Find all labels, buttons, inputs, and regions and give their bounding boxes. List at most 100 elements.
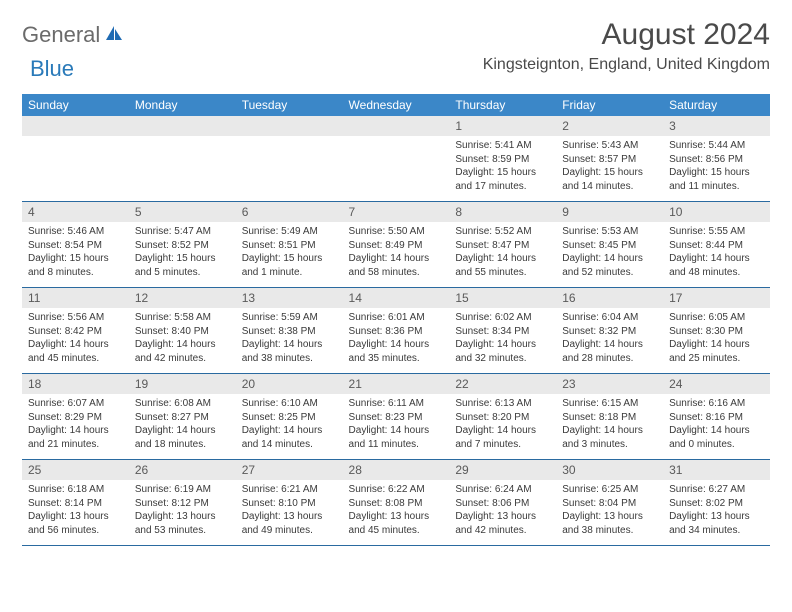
detail-line: and 53 minutes. xyxy=(135,524,230,538)
detail-line: Daylight: 14 hours xyxy=(562,424,657,438)
detail-line: Sunset: 8:47 PM xyxy=(455,239,550,253)
detail-line: Daylight: 13 hours xyxy=(135,510,230,524)
day-cell xyxy=(22,116,129,202)
detail-line: Sunset: 8:38 PM xyxy=(242,325,337,339)
detail-line: and 0 minutes. xyxy=(669,438,764,452)
detail-line: Sunrise: 5:41 AM xyxy=(455,139,550,153)
day-number: 1 xyxy=(449,116,556,136)
month-title: August 2024 xyxy=(483,18,770,52)
detail-line: Sunset: 8:30 PM xyxy=(669,325,764,339)
detail-line: Sunset: 8:44 PM xyxy=(669,239,764,253)
day-details: Sunrise: 6:10 AMSunset: 8:25 PMDaylight:… xyxy=(236,394,343,459)
day-cell: 25Sunrise: 6:18 AMSunset: 8:14 PMDayligh… xyxy=(22,460,129,546)
day-number: 31 xyxy=(663,460,770,480)
day-details: Sunrise: 6:04 AMSunset: 8:32 PMDaylight:… xyxy=(556,308,663,373)
week-row: 25Sunrise: 6:18 AMSunset: 8:14 PMDayligh… xyxy=(22,460,770,546)
detail-line: Sunset: 8:04 PM xyxy=(562,497,657,511)
day-details: Sunrise: 6:07 AMSunset: 8:29 PMDaylight:… xyxy=(22,394,129,459)
day-cell: 15Sunrise: 6:02 AMSunset: 8:34 PMDayligh… xyxy=(449,288,556,374)
logo-sail-icon xyxy=(104,24,124,47)
day-cell: 20Sunrise: 6:10 AMSunset: 8:25 PMDayligh… xyxy=(236,374,343,460)
detail-line: and 56 minutes. xyxy=(28,524,123,538)
day-cell: 9Sunrise: 5:53 AMSunset: 8:45 PMDaylight… xyxy=(556,202,663,288)
detail-line: Daylight: 15 hours xyxy=(28,252,123,266)
day-cell: 26Sunrise: 6:19 AMSunset: 8:12 PMDayligh… xyxy=(129,460,236,546)
detail-line: Sunset: 8:20 PM xyxy=(455,411,550,425)
week-row: 1Sunrise: 5:41 AMSunset: 8:59 PMDaylight… xyxy=(22,116,770,202)
day-details: Sunrise: 6:19 AMSunset: 8:12 PMDaylight:… xyxy=(129,480,236,545)
detail-line: Sunset: 8:18 PM xyxy=(562,411,657,425)
day-cell: 14Sunrise: 6:01 AMSunset: 8:36 PMDayligh… xyxy=(343,288,450,374)
day-header: Sunday xyxy=(22,94,129,116)
detail-line: Sunset: 8:27 PM xyxy=(135,411,230,425)
detail-line: Daylight: 15 hours xyxy=(242,252,337,266)
detail-line: Sunrise: 6:11 AM xyxy=(349,397,444,411)
detail-line: and 49 minutes. xyxy=(242,524,337,538)
detail-line: and 8 minutes. xyxy=(28,266,123,280)
detail-line: Daylight: 14 hours xyxy=(28,424,123,438)
detail-line: and 17 minutes. xyxy=(455,180,550,194)
detail-line: and 45 minutes. xyxy=(349,524,444,538)
calendar-table: SundayMondayTuesdayWednesdayThursdayFrid… xyxy=(22,94,770,546)
day-number: 11 xyxy=(22,288,129,308)
detail-line: Sunrise: 6:16 AM xyxy=(669,397,764,411)
detail-line: Sunset: 8:56 PM xyxy=(669,153,764,167)
day-cell xyxy=(343,116,450,202)
day-cell: 10Sunrise: 5:55 AMSunset: 8:44 PMDayligh… xyxy=(663,202,770,288)
day-details: Sunrise: 5:58 AMSunset: 8:40 PMDaylight:… xyxy=(129,308,236,373)
day-header: Saturday xyxy=(663,94,770,116)
day-number: 10 xyxy=(663,202,770,222)
day-cell: 17Sunrise: 6:05 AMSunset: 8:30 PMDayligh… xyxy=(663,288,770,374)
day-number: 7 xyxy=(343,202,450,222)
detail-line: and 38 minutes. xyxy=(562,524,657,538)
day-cell: 23Sunrise: 6:15 AMSunset: 8:18 PMDayligh… xyxy=(556,374,663,460)
day-number: 17 xyxy=(663,288,770,308)
detail-line: and 1 minute. xyxy=(242,266,337,280)
detail-line: Sunrise: 5:43 AM xyxy=(562,139,657,153)
detail-line: Daylight: 13 hours xyxy=(562,510,657,524)
detail-line: and 52 minutes. xyxy=(562,266,657,280)
title-block: August 2024 Kingsteignton, England, Unit… xyxy=(483,18,770,74)
day-details xyxy=(129,136,236,200)
day-cell: 22Sunrise: 6:13 AMSunset: 8:20 PMDayligh… xyxy=(449,374,556,460)
day-header: Wednesday xyxy=(343,94,450,116)
week-row: 11Sunrise: 5:56 AMSunset: 8:42 PMDayligh… xyxy=(22,288,770,374)
detail-line: Sunrise: 5:47 AM xyxy=(135,225,230,239)
detail-line: Daylight: 13 hours xyxy=(669,510,764,524)
detail-line: Daylight: 13 hours xyxy=(28,510,123,524)
detail-line: Daylight: 15 hours xyxy=(455,166,550,180)
day-details: Sunrise: 5:53 AMSunset: 8:45 PMDaylight:… xyxy=(556,222,663,287)
day-details: Sunrise: 5:49 AMSunset: 8:51 PMDaylight:… xyxy=(236,222,343,287)
day-cell: 24Sunrise: 6:16 AMSunset: 8:16 PMDayligh… xyxy=(663,374,770,460)
detail-line: Daylight: 13 hours xyxy=(455,510,550,524)
day-number: 24 xyxy=(663,374,770,394)
day-number: 6 xyxy=(236,202,343,222)
location: Kingsteignton, England, United Kingdom xyxy=(483,56,770,74)
day-number xyxy=(236,116,343,136)
detail-line: Daylight: 14 hours xyxy=(242,338,337,352)
detail-line: Sunset: 8:59 PM xyxy=(455,153,550,167)
day-number: 25 xyxy=(22,460,129,480)
detail-line: Daylight: 15 hours xyxy=(669,166,764,180)
day-header-row: SundayMondayTuesdayWednesdayThursdayFrid… xyxy=(22,94,770,116)
detail-line: and 25 minutes. xyxy=(669,352,764,366)
detail-line: and 42 minutes. xyxy=(455,524,550,538)
day-details: Sunrise: 5:46 AMSunset: 8:54 PMDaylight:… xyxy=(22,222,129,287)
detail-line: Sunrise: 5:58 AM xyxy=(135,311,230,325)
detail-line: Daylight: 14 hours xyxy=(349,424,444,438)
day-details xyxy=(236,136,343,200)
detail-line: and 28 minutes. xyxy=(562,352,657,366)
detail-line: Sunrise: 6:10 AM xyxy=(242,397,337,411)
day-cell: 6Sunrise: 5:49 AMSunset: 8:51 PMDaylight… xyxy=(236,202,343,288)
detail-line: and 34 minutes. xyxy=(669,524,764,538)
day-details: Sunrise: 5:50 AMSunset: 8:49 PMDaylight:… xyxy=(343,222,450,287)
detail-line: and 58 minutes. xyxy=(349,266,444,280)
day-cell: 11Sunrise: 5:56 AMSunset: 8:42 PMDayligh… xyxy=(22,288,129,374)
detail-line: Sunset: 8:08 PM xyxy=(349,497,444,511)
day-number: 5 xyxy=(129,202,236,222)
detail-line: Daylight: 14 hours xyxy=(28,338,123,352)
detail-line: Sunrise: 5:56 AM xyxy=(28,311,123,325)
day-details: Sunrise: 6:02 AMSunset: 8:34 PMDaylight:… xyxy=(449,308,556,373)
detail-line: and 48 minutes. xyxy=(669,266,764,280)
day-details: Sunrise: 6:08 AMSunset: 8:27 PMDaylight:… xyxy=(129,394,236,459)
